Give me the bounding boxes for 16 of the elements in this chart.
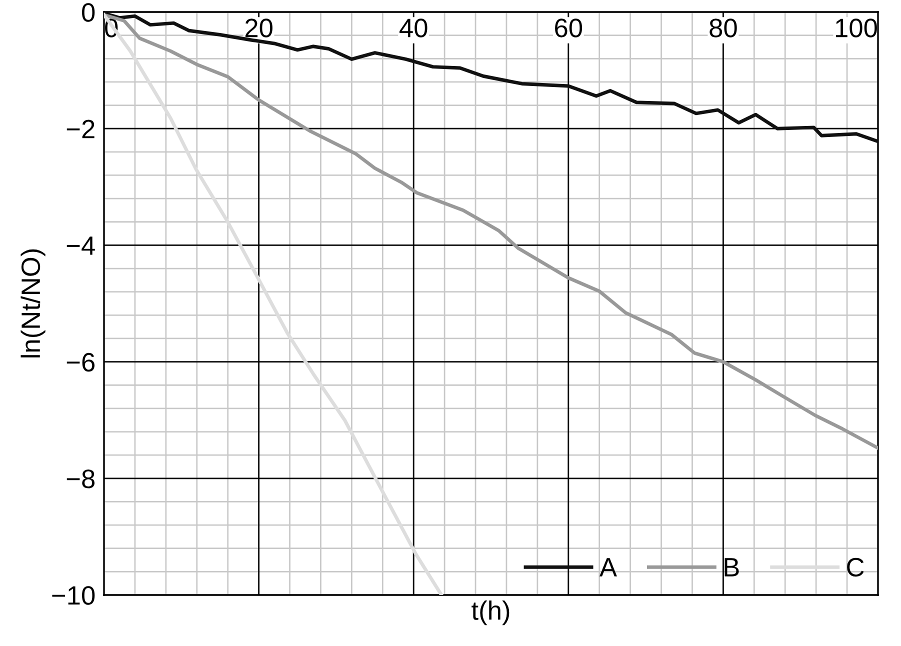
x-tick-label: 20 bbox=[245, 18, 272, 38]
legend-label: A bbox=[599, 558, 617, 576]
legend-label: B bbox=[724, 558, 739, 576]
y-tick-label: −6 bbox=[66, 352, 95, 372]
y-tick-label: −4 bbox=[66, 236, 95, 255]
y-tick-label: 0 bbox=[82, 3, 95, 22]
x-tick-label: 60 bbox=[555, 18, 582, 38]
x-tick-label: 40 bbox=[400, 18, 428, 38]
x-tick-label: 100 bbox=[836, 18, 877, 38]
y-tick-label: −10 bbox=[52, 586, 95, 605]
y-tick-label: −8 bbox=[66, 470, 95, 488]
y-tick-label: −2 bbox=[66, 120, 94, 138]
x-axis-title: t(h) bbox=[472, 600, 510, 626]
y-axis-title: ln(Nt/NO) bbox=[20, 249, 46, 358]
x-tick-label: 80 bbox=[710, 18, 737, 38]
legend-label: C bbox=[847, 558, 864, 577]
